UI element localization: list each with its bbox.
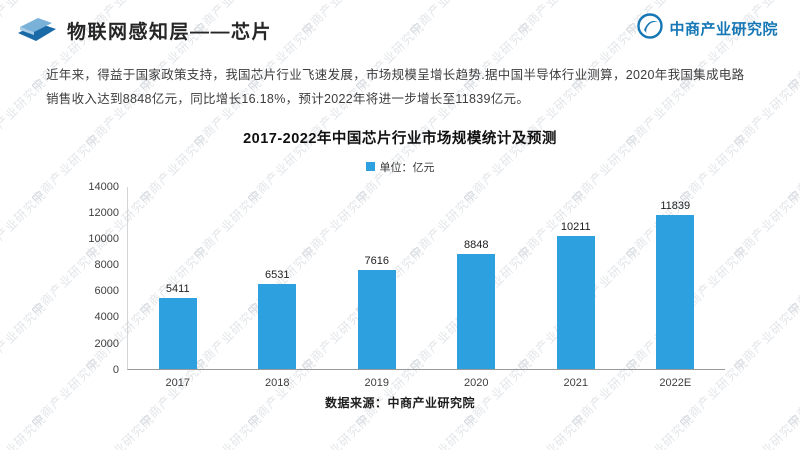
y-axis: 14000 12000 10000 8000 6000 4000 2000 0 <box>75 181 127 376</box>
watermark-text: 中商产业研究院 <box>190 411 265 450</box>
bar-column: 7616 2019 <box>327 187 427 389</box>
bar <box>656 214 695 369</box>
bar-value-label: 11839 <box>660 199 691 212</box>
bar <box>258 283 297 369</box>
bar-value-label: 8848 <box>464 238 489 251</box>
x-axis-category-label: 2017 <box>165 376 190 389</box>
y-axis-tick-label: 0 <box>112 363 119 376</box>
bar <box>357 269 396 369</box>
brand-logo-icon <box>637 13 664 44</box>
y-axis-tick-label: 2000 <box>94 337 119 350</box>
y-axis-tick-label: 12000 <box>88 206 119 219</box>
y-axis-tick-label: 10000 <box>88 233 119 246</box>
x-axis-category-label: 2022E <box>659 376 692 389</box>
bar <box>158 298 197 369</box>
header: 物联网感知层——芯片 中商产业研究院 <box>0 0 800 48</box>
bar <box>556 236 595 369</box>
brand-logo: 中商产业研究院 <box>637 13 778 44</box>
y-axis-tick-label: 4000 <box>94 311 119 324</box>
legend-label: 单位：亿元 <box>379 161 435 174</box>
chart-title: 2017-2022年中国芯片行业市场规模统计及预测 <box>243 130 557 147</box>
chart-legend: 单位：亿元 <box>0 159 800 175</box>
y-axis-tick-label: 8000 <box>94 259 119 272</box>
data-source: 数据来源：中商产业研究院 <box>324 395 475 410</box>
bar-value-label: 10211 <box>560 221 591 234</box>
watermark-text: 中商产业研究院 <box>406 411 481 450</box>
watermark-text: 中商产业研究院 <box>514 411 589 450</box>
bar-column: 10211 2021 <box>526 187 626 389</box>
watermark-text: 中商产业研究院 <box>298 411 373 450</box>
plot-grid: 5411 2017 6531 2018 7616 2019 8848 2020 10211 202… <box>127 186 726 389</box>
legend-swatch <box>365 162 375 172</box>
x-axis-category-label: 2019 <box>364 376 389 389</box>
watermark-text: 中商产业研究院 <box>730 411 800 450</box>
brand-name: 中商产业研究院 <box>669 21 778 38</box>
bar-column: 11839 2022E <box>626 187 726 389</box>
watermark-text: 中商产业研究院 <box>82 411 157 450</box>
y-axis-tick-label: 6000 <box>94 285 119 298</box>
bar-value-label: 5411 <box>165 283 190 296</box>
bar-column: 5411 2017 <box>128 187 228 389</box>
bar-column: 6531 2018 <box>228 187 328 389</box>
x-axis-category-label: 2020 <box>464 376 489 389</box>
plot-area: 14000 12000 10000 8000 6000 4000 2000 0 5411 201… <box>75 181 726 389</box>
bar-value-label: 7616 <box>364 254 389 267</box>
title-block: 物联网感知层——芯片 <box>14 13 272 48</box>
intro-paragraph: 近年来，得益于国家政策支持，我国芯片行业飞速发展，市场规模呈增长趋势.据中国半导… <box>46 68 745 107</box>
bar-column: 8848 2020 <box>427 187 527 389</box>
x-axis-category-label: 2021 <box>563 376 588 389</box>
bar-value-label: 6531 <box>265 268 290 281</box>
x-axis-category-label: 2018 <box>265 376 290 389</box>
watermark-text: 中商产业研究院 <box>0 411 49 450</box>
y-axis-tick-label: 14000 <box>88 180 119 193</box>
book-stack-icon <box>14 13 58 48</box>
page-title: 物联网感知层——芯片 <box>67 22 273 43</box>
watermark-text: 中商产业研究院 <box>622 411 697 450</box>
bar-chart: 14000 12000 10000 8000 6000 4000 2000 0 5411 201… <box>75 181 726 389</box>
bar <box>457 253 496 369</box>
